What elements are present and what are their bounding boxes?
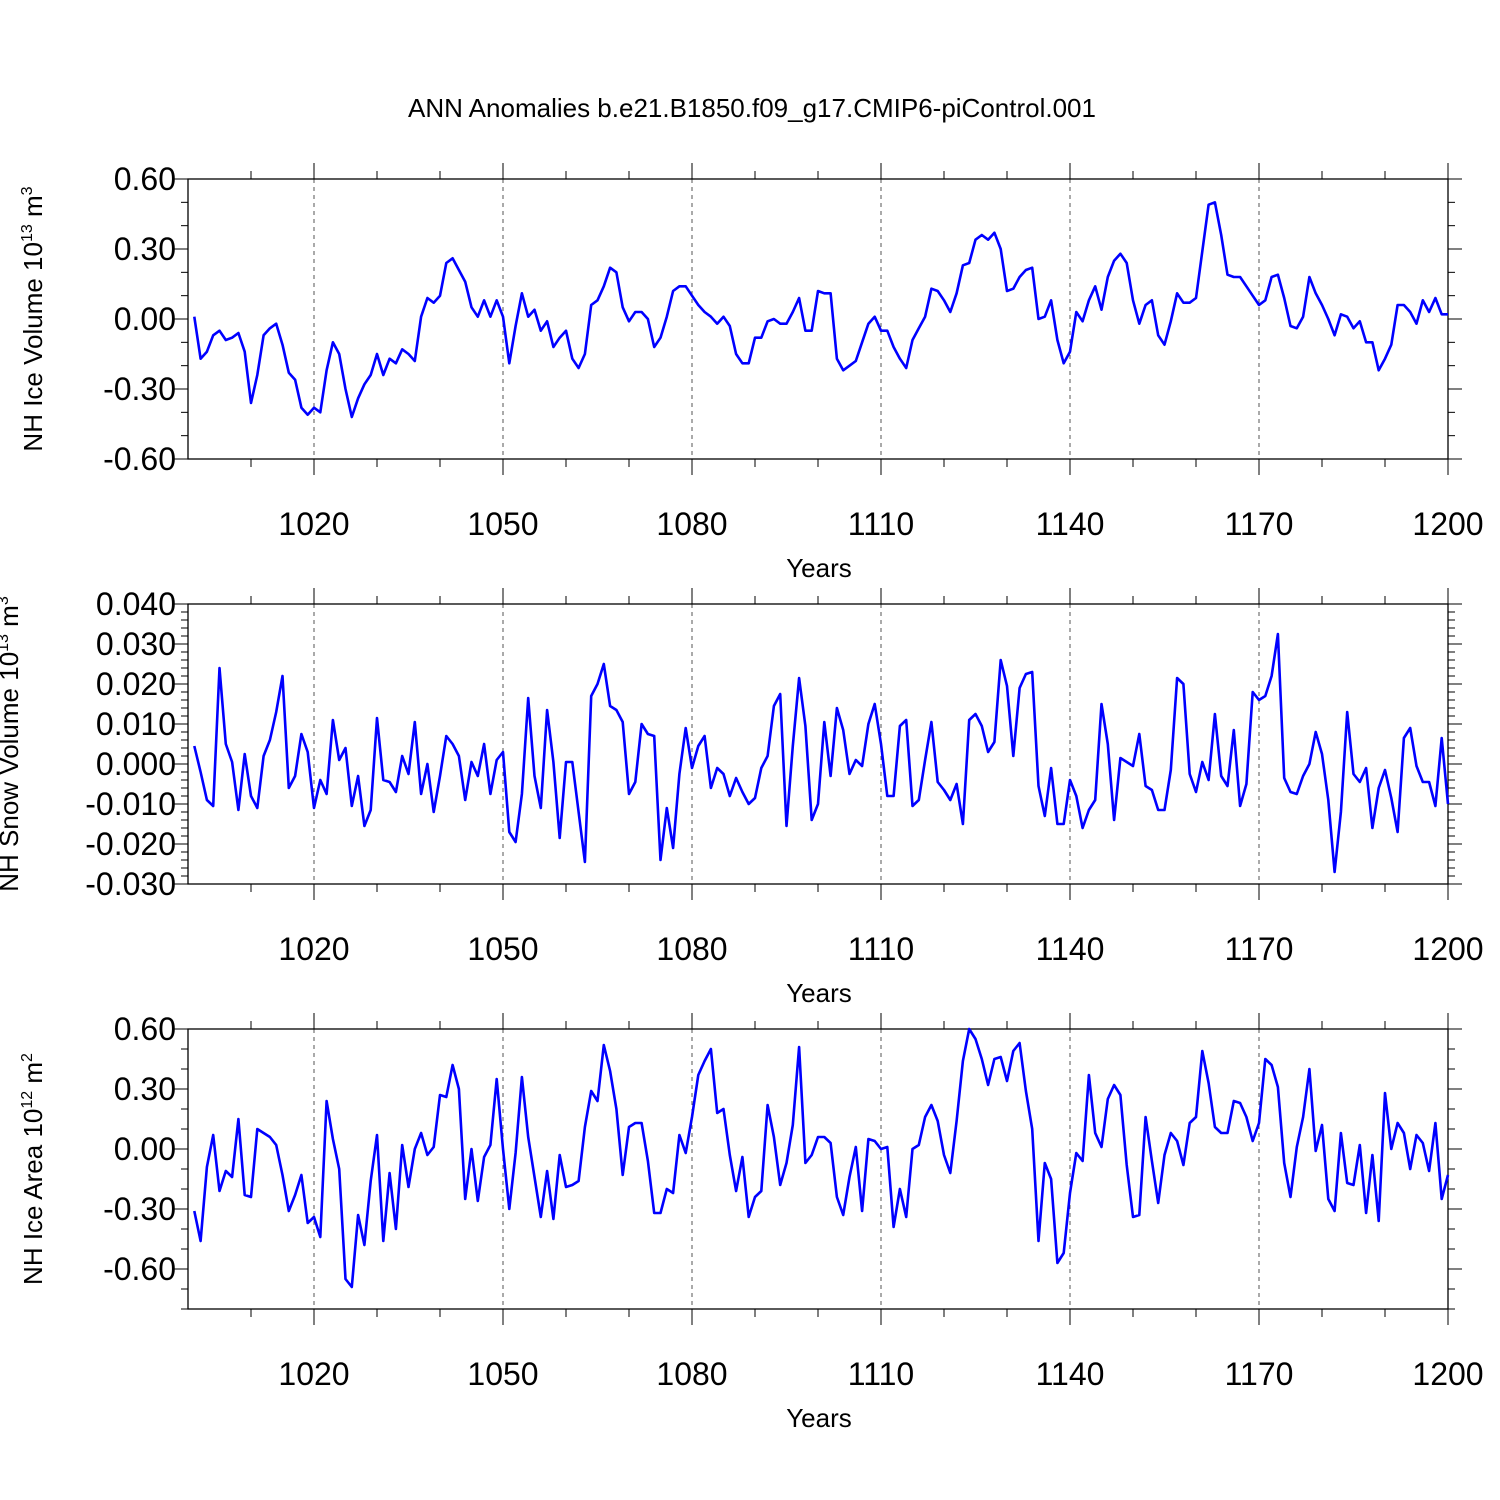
nh-ice-volume-panel: -0.60 -0.30 0.00 0.30 0.60 1020 1050 1080 1110 11… bbox=[18, 161, 1484, 583]
x-tick-label: 1020 bbox=[278, 506, 349, 542]
x-tick-label: 1050 bbox=[467, 1356, 538, 1392]
x-tick-label: 1080 bbox=[656, 1356, 727, 1392]
y-tick-label: 0.020 bbox=[96, 666, 176, 702]
y-tick-label: -0.020 bbox=[85, 826, 176, 862]
y-tick-label: 0.040 bbox=[96, 586, 176, 622]
x-tick-label: 1020 bbox=[278, 1356, 349, 1392]
y-tick-label: 0.00 bbox=[114, 1131, 176, 1167]
x-tick-label: 1110 bbox=[848, 506, 914, 542]
x-tick-label: 1080 bbox=[656, 506, 727, 542]
x-tick-label: 1020 bbox=[278, 931, 349, 967]
x-axis-label: Years bbox=[786, 1403, 852, 1433]
nh-ice-area-series-line bbox=[193, 1027, 1450, 1289]
y-tick-label: 0.30 bbox=[114, 231, 176, 267]
x-tick-label: 1170 bbox=[1225, 506, 1294, 542]
y-tick-label: 0.60 bbox=[114, 1011, 176, 1047]
y-tick-label: -0.60 bbox=[103, 1251, 176, 1287]
nh-ice-volume-series-line bbox=[193, 201, 1448, 419]
x-tick-label: 1170 bbox=[1225, 1356, 1294, 1392]
x-tick-label: 1140 bbox=[1036, 506, 1105, 542]
x-tick-label: 1080 bbox=[656, 931, 727, 967]
y-axis-label: NH Ice Volume 1013 m3 bbox=[18, 186, 48, 451]
y-tick-label: 0.030 bbox=[96, 626, 176, 662]
x-axis-label: Years bbox=[786, 553, 852, 583]
x-tick-label: 1110 bbox=[848, 931, 914, 967]
y-tick-label: -0.30 bbox=[103, 371, 176, 407]
nh-snow-volume-series-line bbox=[193, 632, 1450, 874]
x-tick-label: 1170 bbox=[1225, 931, 1294, 967]
x-tick-label: 1050 bbox=[467, 931, 538, 967]
y-tick-label: -0.030 bbox=[85, 866, 176, 902]
x-tick-label: 1200 bbox=[1412, 506, 1483, 542]
x-tick-label: 1200 bbox=[1412, 1356, 1483, 1392]
y-tick-label: -0.60 bbox=[103, 441, 176, 477]
x-tick-label: 1050 bbox=[467, 506, 538, 542]
y-tick-label: 0.000 bbox=[96, 746, 176, 782]
y-tick-label: 0.60 bbox=[114, 161, 176, 197]
x-axis-label: Years bbox=[786, 978, 852, 1008]
y-tick-label: 0.30 bbox=[114, 1071, 176, 1107]
y-axis-label: NH Ice Area 1012 m2 bbox=[18, 1053, 48, 1285]
x-tick-label: 1200 bbox=[1412, 931, 1483, 967]
x-tick-label: 1140 bbox=[1036, 1356, 1105, 1392]
y-tick-label: -0.30 bbox=[103, 1191, 176, 1227]
y-tick-label: 0.00 bbox=[114, 301, 176, 337]
nh-ice-area-panel: -0.60 -0.30 0.00 0.30 0.60 1020 1050 1080 1110 11… bbox=[18, 1011, 1484, 1433]
y-axis-label: NH Snow Volume 1013 m3 bbox=[0, 596, 24, 892]
y-tick-label: 0.010 bbox=[96, 706, 176, 742]
nh-snow-volume-panel: -0.030 -0.020 -0.010 0.000 0.010 0.020 0.030 0.… bbox=[0, 586, 1484, 1008]
chart-title: ANN Anomalies b.e21.B1850.f09_g17.CMIP6-… bbox=[408, 93, 1096, 123]
x-tick-label: 1110 bbox=[848, 1356, 914, 1392]
x-tick-label: 1140 bbox=[1036, 931, 1105, 967]
y-tick-label: -0.010 bbox=[85, 786, 176, 822]
